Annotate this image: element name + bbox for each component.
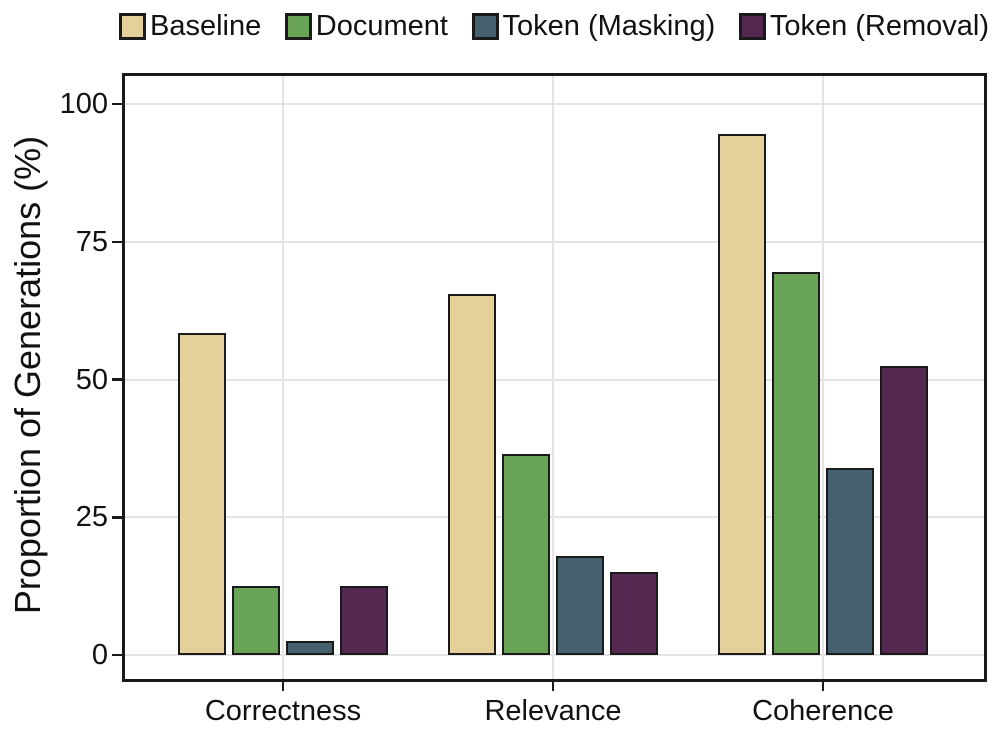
x-axis-tick: [821, 681, 825, 691]
y-tick-label: 100: [59, 88, 108, 120]
plot-panel: [122, 73, 987, 682]
legend-swatch: [471, 12, 499, 40]
bar: [502, 453, 550, 655]
y-axis-tick: [112, 378, 122, 381]
bar: [448, 294, 496, 655]
bar-group: [178, 76, 389, 679]
legend-item: Baseline: [119, 9, 261, 43]
bar: [340, 586, 388, 655]
y-axis-tick: [112, 653, 122, 657]
bar-group: [448, 76, 659, 679]
y-tick-label: 75: [75, 225, 108, 258]
legend-item: Token (Masking): [471, 9, 716, 43]
bar: [718, 134, 766, 655]
gridline-horizontal: [125, 516, 984, 519]
bar: [826, 467, 874, 655]
x-tick-label: Coherence: [752, 695, 894, 727]
y-axis-tick: [112, 102, 122, 106]
legend-label: Token (Removal): [769, 10, 989, 42]
y-axis-tick: [112, 516, 122, 519]
bar: [232, 586, 280, 655]
gridline-horizontal: [125, 103, 984, 105]
gridline-horizontal: [125, 654, 984, 656]
bar: [556, 555, 604, 655]
bar: [772, 272, 820, 655]
legend-swatch: [738, 12, 766, 40]
x-tick-label: Relevance: [484, 695, 622, 727]
legend-item: Document: [284, 9, 448, 43]
legend-label: Baseline: [150, 10, 262, 42]
chart-legend: Baseline Document Token (Masking) Token (Re…: [119, 9, 989, 43]
legend-swatch: [119, 12, 146, 40]
gridline-horizontal: [125, 240, 984, 243]
y-tick-label: 0: [91, 639, 108, 671]
bar: [880, 365, 928, 655]
bar: [610, 572, 658, 655]
x-axis-tick: [281, 681, 285, 691]
y-tick-label: 25: [75, 501, 108, 534]
y-tick-label: 50: [75, 363, 108, 396]
gridline-vertical: [552, 76, 554, 679]
y-axis-tick: [112, 240, 122, 243]
x-axis-tick: [551, 681, 555, 691]
legend-label: Token (Masking): [502, 10, 716, 42]
gridline-vertical: [282, 76, 284, 679]
bar: [286, 641, 334, 655]
gridline-horizontal: [125, 378, 984, 381]
bar: [178, 332, 226, 655]
gridline-vertical: [822, 76, 824, 679]
bar-group: [718, 76, 929, 679]
legend-item: Token (Removal): [738, 9, 989, 43]
legend-label: Document: [315, 10, 448, 42]
x-tick-label: Correctness: [204, 695, 362, 727]
legend-swatch: [284, 12, 312, 40]
